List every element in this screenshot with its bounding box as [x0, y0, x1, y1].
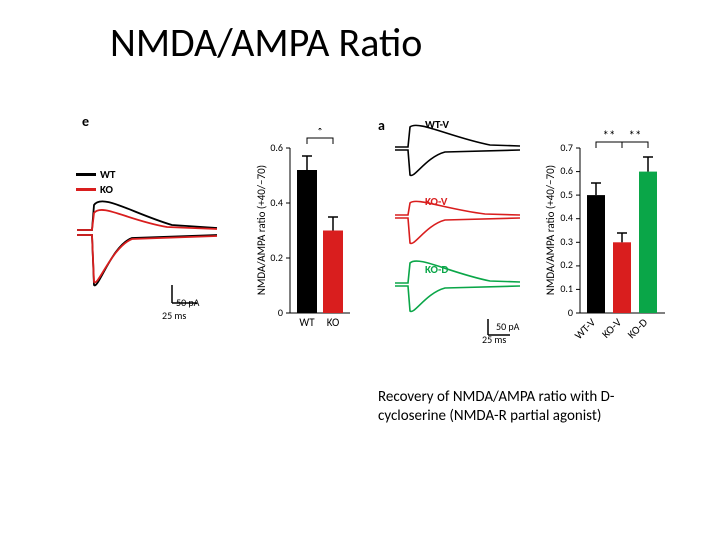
- legend-label-wt: WT: [100, 168, 115, 181]
- slide-title: NMDA/AMPA Ratio: [110, 18, 422, 67]
- tick-label: 0.6: [270, 141, 283, 154]
- tick-label: 0.7: [560, 141, 573, 154]
- y-axis-label: NMDA/AMPA ratio (+40/−70): [255, 165, 268, 295]
- tick-label: 0.4: [560, 211, 573, 224]
- tick-label: 0.3: [560, 235, 573, 248]
- x-label: WT-V: [572, 315, 599, 342]
- trace-label-kod: KO-D: [425, 263, 448, 276]
- panel-e-label: e: [82, 113, 89, 130]
- sig-label: **: [629, 129, 642, 144]
- scale-x-label: 25 ms: [482, 333, 519, 346]
- panel-e-traces: [72, 185, 222, 315]
- bar-ko: [323, 231, 343, 314]
- panel-e-scale: 50 pA 25 ms: [162, 296, 199, 322]
- x-label-wt: WT: [299, 316, 315, 329]
- tick-label: 0.6: [560, 164, 573, 177]
- panel-a-scale: 50 pA 25 ms: [482, 320, 519, 346]
- bar-kod: [639, 172, 657, 313]
- scale-x-label: 25 ms: [162, 309, 199, 322]
- tick-label: 0.4: [270, 196, 283, 209]
- trace-label-kov: KO-V: [425, 195, 447, 208]
- trace-label-wtv: WT-V: [425, 118, 449, 131]
- caption-text: Recovery of NMDA/AMPA ratio with D-cyclo…: [378, 388, 678, 426]
- sig-label: **: [603, 129, 616, 144]
- panel-a-traces: [390, 115, 530, 345]
- tick-label: 0.2: [270, 251, 283, 264]
- tick-label: 0.5: [560, 188, 573, 201]
- tick-label: 0.2: [560, 258, 573, 271]
- scale-y-label: 50 pA: [176, 296, 199, 309]
- x-label: KO-V: [599, 315, 624, 340]
- panel-e-barchart: 0 0.2 0.4 0.6 NMDA/AMPA ratio (+40/−70) …: [255, 128, 360, 338]
- bar-wt: [297, 170, 317, 313]
- x-label: KO-D: [625, 316, 650, 341]
- bar-kov: [613, 242, 631, 313]
- bar-wtv: [587, 195, 605, 313]
- tick-label: 0.1: [560, 282, 573, 295]
- scale-y-label: 50 pA: [496, 320, 519, 333]
- sig-star: *: [317, 128, 323, 140]
- legend-line-wt: [76, 173, 96, 176]
- panel-a-barchart: 0 0.1 0.2 0.3 0.4 0.5 0.6 0.7 NMDA/AMPA …: [545, 128, 680, 358]
- tick-label: 0: [278, 306, 283, 319]
- panel-a-label: a: [378, 117, 385, 134]
- tick-label: 0: [568, 306, 573, 319]
- y-axis-label: NMDA/AMPA ratio (+40/−70): [545, 165, 557, 295]
- x-label-ko: KO: [327, 316, 339, 329]
